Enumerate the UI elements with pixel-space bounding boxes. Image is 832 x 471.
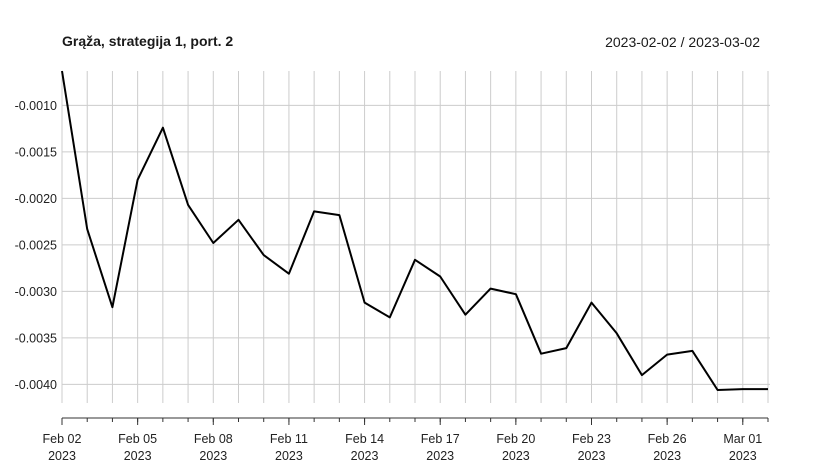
x-tick-year-label: 2023 (426, 449, 454, 463)
y-tick-label: -0.0040 (15, 378, 57, 392)
x-tick-year-label: 2023 (351, 449, 379, 463)
x-tick-year-label: 2023 (199, 449, 227, 463)
x-tick-year-label: 2023 (124, 449, 152, 463)
x-tick-year-label: 2023 (729, 449, 757, 463)
x-tick-label: Feb 08 (194, 432, 233, 446)
series-group (61, 70, 768, 391)
chart-title: Grąža, strategija 1, port. 2 (62, 33, 234, 49)
x-tick-year-label: 2023 (653, 449, 681, 463)
series-line (61, 70, 768, 391)
x-tick-label: Feb 14 (345, 432, 384, 446)
horizontal-grid (62, 104, 770, 385)
y-tick-label: -0.0025 (15, 238, 57, 252)
x-tick-label: Feb 20 (496, 432, 535, 446)
y-tick-label: -0.0020 (15, 192, 57, 206)
chart-date-range: 2023-02-02 / 2023-03-02 (605, 34, 760, 50)
y-axis-ticks: -0.0010 -0.0015 -0.0020 -0.0025 -0.0030 -0.00… (15, 99, 57, 392)
x-tick-label: Mar 01 (723, 432, 762, 446)
x-tick-label: Feb 05 (118, 432, 157, 446)
x-tick-year-label: 2023 (48, 449, 76, 463)
x-tick-label: Feb 11 (270, 432, 308, 446)
y-tick-label: -0.0010 (15, 99, 57, 113)
x-tick-label: Feb 26 (648, 432, 687, 446)
x-tick-year-label: 2023 (578, 449, 606, 463)
x-axis: Feb 02 2023 Feb 05 2023 Feb 08 2023 Feb 11 2023… (43, 417, 769, 463)
x-tick-label: Feb 02 (43, 432, 82, 446)
vertical-grid (61, 71, 769, 403)
x-tick-year-label: 2023 (275, 449, 303, 463)
y-tick-label: -0.0035 (15, 331, 57, 345)
x-tick-label: Feb 17 (421, 432, 460, 446)
y-tick-label: -0.0015 (15, 145, 57, 159)
x-tick-label: Feb 23 (572, 432, 611, 446)
x-tick-year-label: 2023 (502, 449, 530, 463)
y-tick-label: -0.0030 (15, 285, 57, 299)
